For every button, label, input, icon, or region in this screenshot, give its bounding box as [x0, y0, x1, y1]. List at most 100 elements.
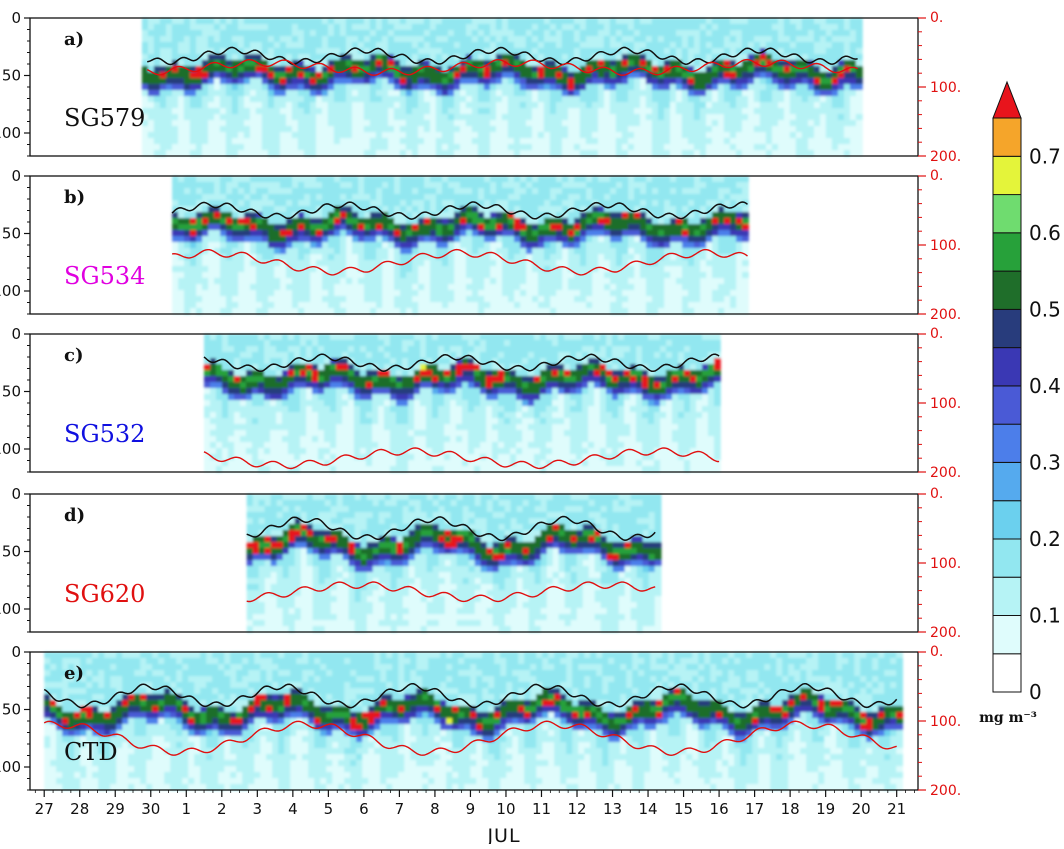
heatmap-cell	[388, 72, 395, 79]
heatmap-cell	[634, 120, 641, 127]
heatmap-cell	[310, 224, 317, 231]
heatmap-cell	[238, 96, 245, 103]
heatmap-cell	[160, 96, 167, 103]
heatmap-cell	[658, 242, 665, 249]
heatmap-cell	[376, 194, 383, 201]
heatmap-cell	[694, 72, 701, 79]
heatmap-cell	[334, 284, 341, 291]
heatmap-cell	[418, 230, 425, 237]
heatmap-cell	[196, 18, 203, 25]
heatmap-cell	[844, 138, 851, 145]
heatmap-cell	[172, 138, 179, 145]
heatmap-cell	[274, 248, 281, 255]
heatmap-cell	[250, 102, 257, 109]
heatmap-cell	[598, 230, 605, 237]
heatmap-cell	[604, 132, 611, 139]
heatmap-cell	[454, 224, 461, 231]
heatmap-cell	[280, 18, 287, 25]
heatmap-cell	[532, 206, 539, 213]
heatmap-cell	[370, 36, 377, 43]
heatmap-cell	[610, 296, 617, 303]
heatmap-cell	[598, 18, 605, 25]
heatmap-cell	[682, 108, 689, 115]
heatmap-cell	[640, 54, 647, 61]
heatmap-cell	[670, 138, 677, 145]
heatmap-cell	[580, 120, 587, 127]
heatmap-cell	[652, 120, 659, 127]
heatmap-cell	[304, 218, 311, 225]
heatmap-cell	[472, 224, 479, 231]
heatmap-cell	[322, 212, 329, 219]
heatmap-cell	[448, 144, 455, 151]
heatmap-cell	[580, 242, 587, 249]
heatmap-cell	[430, 200, 437, 207]
heatmap-cell	[772, 138, 779, 145]
heatmap-cell	[256, 284, 263, 291]
heatmap-cell	[556, 24, 563, 31]
heatmap-cell	[430, 302, 437, 309]
heatmap-cell	[484, 254, 491, 261]
heatmap-cell	[724, 236, 731, 243]
heatmap-cell	[598, 108, 605, 115]
heatmap-cell	[364, 176, 371, 183]
heatmap-cell	[418, 254, 425, 261]
heatmap-cell	[304, 90, 311, 97]
heatmap-cell	[526, 36, 533, 43]
heatmap-cell	[766, 30, 773, 37]
heatmap-cell	[586, 120, 593, 127]
heatmap-cell	[388, 182, 395, 189]
heatmap-cell	[532, 48, 539, 55]
heatmap-cell	[760, 108, 767, 115]
heatmap-cell	[406, 102, 413, 109]
heatmap-cell	[466, 18, 473, 25]
heatmap-cell	[496, 24, 503, 31]
heatmap-cell	[640, 296, 647, 303]
heatmap-cell	[184, 212, 191, 219]
heatmap-cell	[610, 102, 617, 109]
heatmap-cell	[490, 266, 497, 273]
heatmap-cell	[844, 120, 851, 127]
heatmap-cell	[550, 296, 557, 303]
heatmap-cell	[790, 102, 797, 109]
heatmap-cell	[580, 296, 587, 303]
heatmap-cell	[574, 48, 581, 55]
heatmap-cell	[538, 236, 545, 243]
heatmap-cell	[292, 302, 299, 309]
heatmap-cell	[214, 272, 221, 279]
heatmap-cell	[538, 200, 545, 207]
heatmap-cell	[442, 176, 449, 183]
heatmap-cell	[394, 206, 401, 213]
heatmap-cell	[256, 96, 263, 103]
heatmap-cell	[490, 230, 497, 237]
heatmap-cell	[220, 224, 227, 231]
heatmap-cell	[670, 176, 677, 183]
heatmap-cell	[670, 126, 677, 133]
heatmap-cell	[316, 284, 323, 291]
heatmap-cell	[760, 78, 767, 85]
heatmap-cell	[766, 120, 773, 127]
heatmap-cell	[202, 302, 209, 309]
heatmap-cell	[676, 236, 683, 243]
heatmap-cell	[730, 194, 737, 201]
heatmap-cell	[712, 284, 719, 291]
heatmap-cell	[304, 302, 311, 309]
heatmap-cell	[304, 278, 311, 285]
heatmap-cell	[532, 224, 539, 231]
heatmap-cell	[538, 126, 545, 133]
heatmap-cell	[550, 72, 557, 79]
heatmap-cell	[490, 42, 497, 49]
heatmap-cell	[256, 188, 263, 195]
heatmap-cell	[454, 194, 461, 201]
heatmap-cell	[226, 24, 233, 31]
heatmap-cell	[376, 284, 383, 291]
heatmap-cell	[466, 230, 473, 237]
heatmap-cell	[532, 272, 539, 279]
heatmap-cell	[544, 224, 551, 231]
heatmap-cell	[682, 236, 689, 243]
heatmap-cell	[562, 188, 569, 195]
heatmap-cell	[502, 78, 509, 85]
heatmap-cell	[352, 284, 359, 291]
heatmap-cell	[316, 218, 323, 225]
heatmap-cell	[358, 78, 365, 85]
heatmap-cell	[190, 78, 197, 85]
